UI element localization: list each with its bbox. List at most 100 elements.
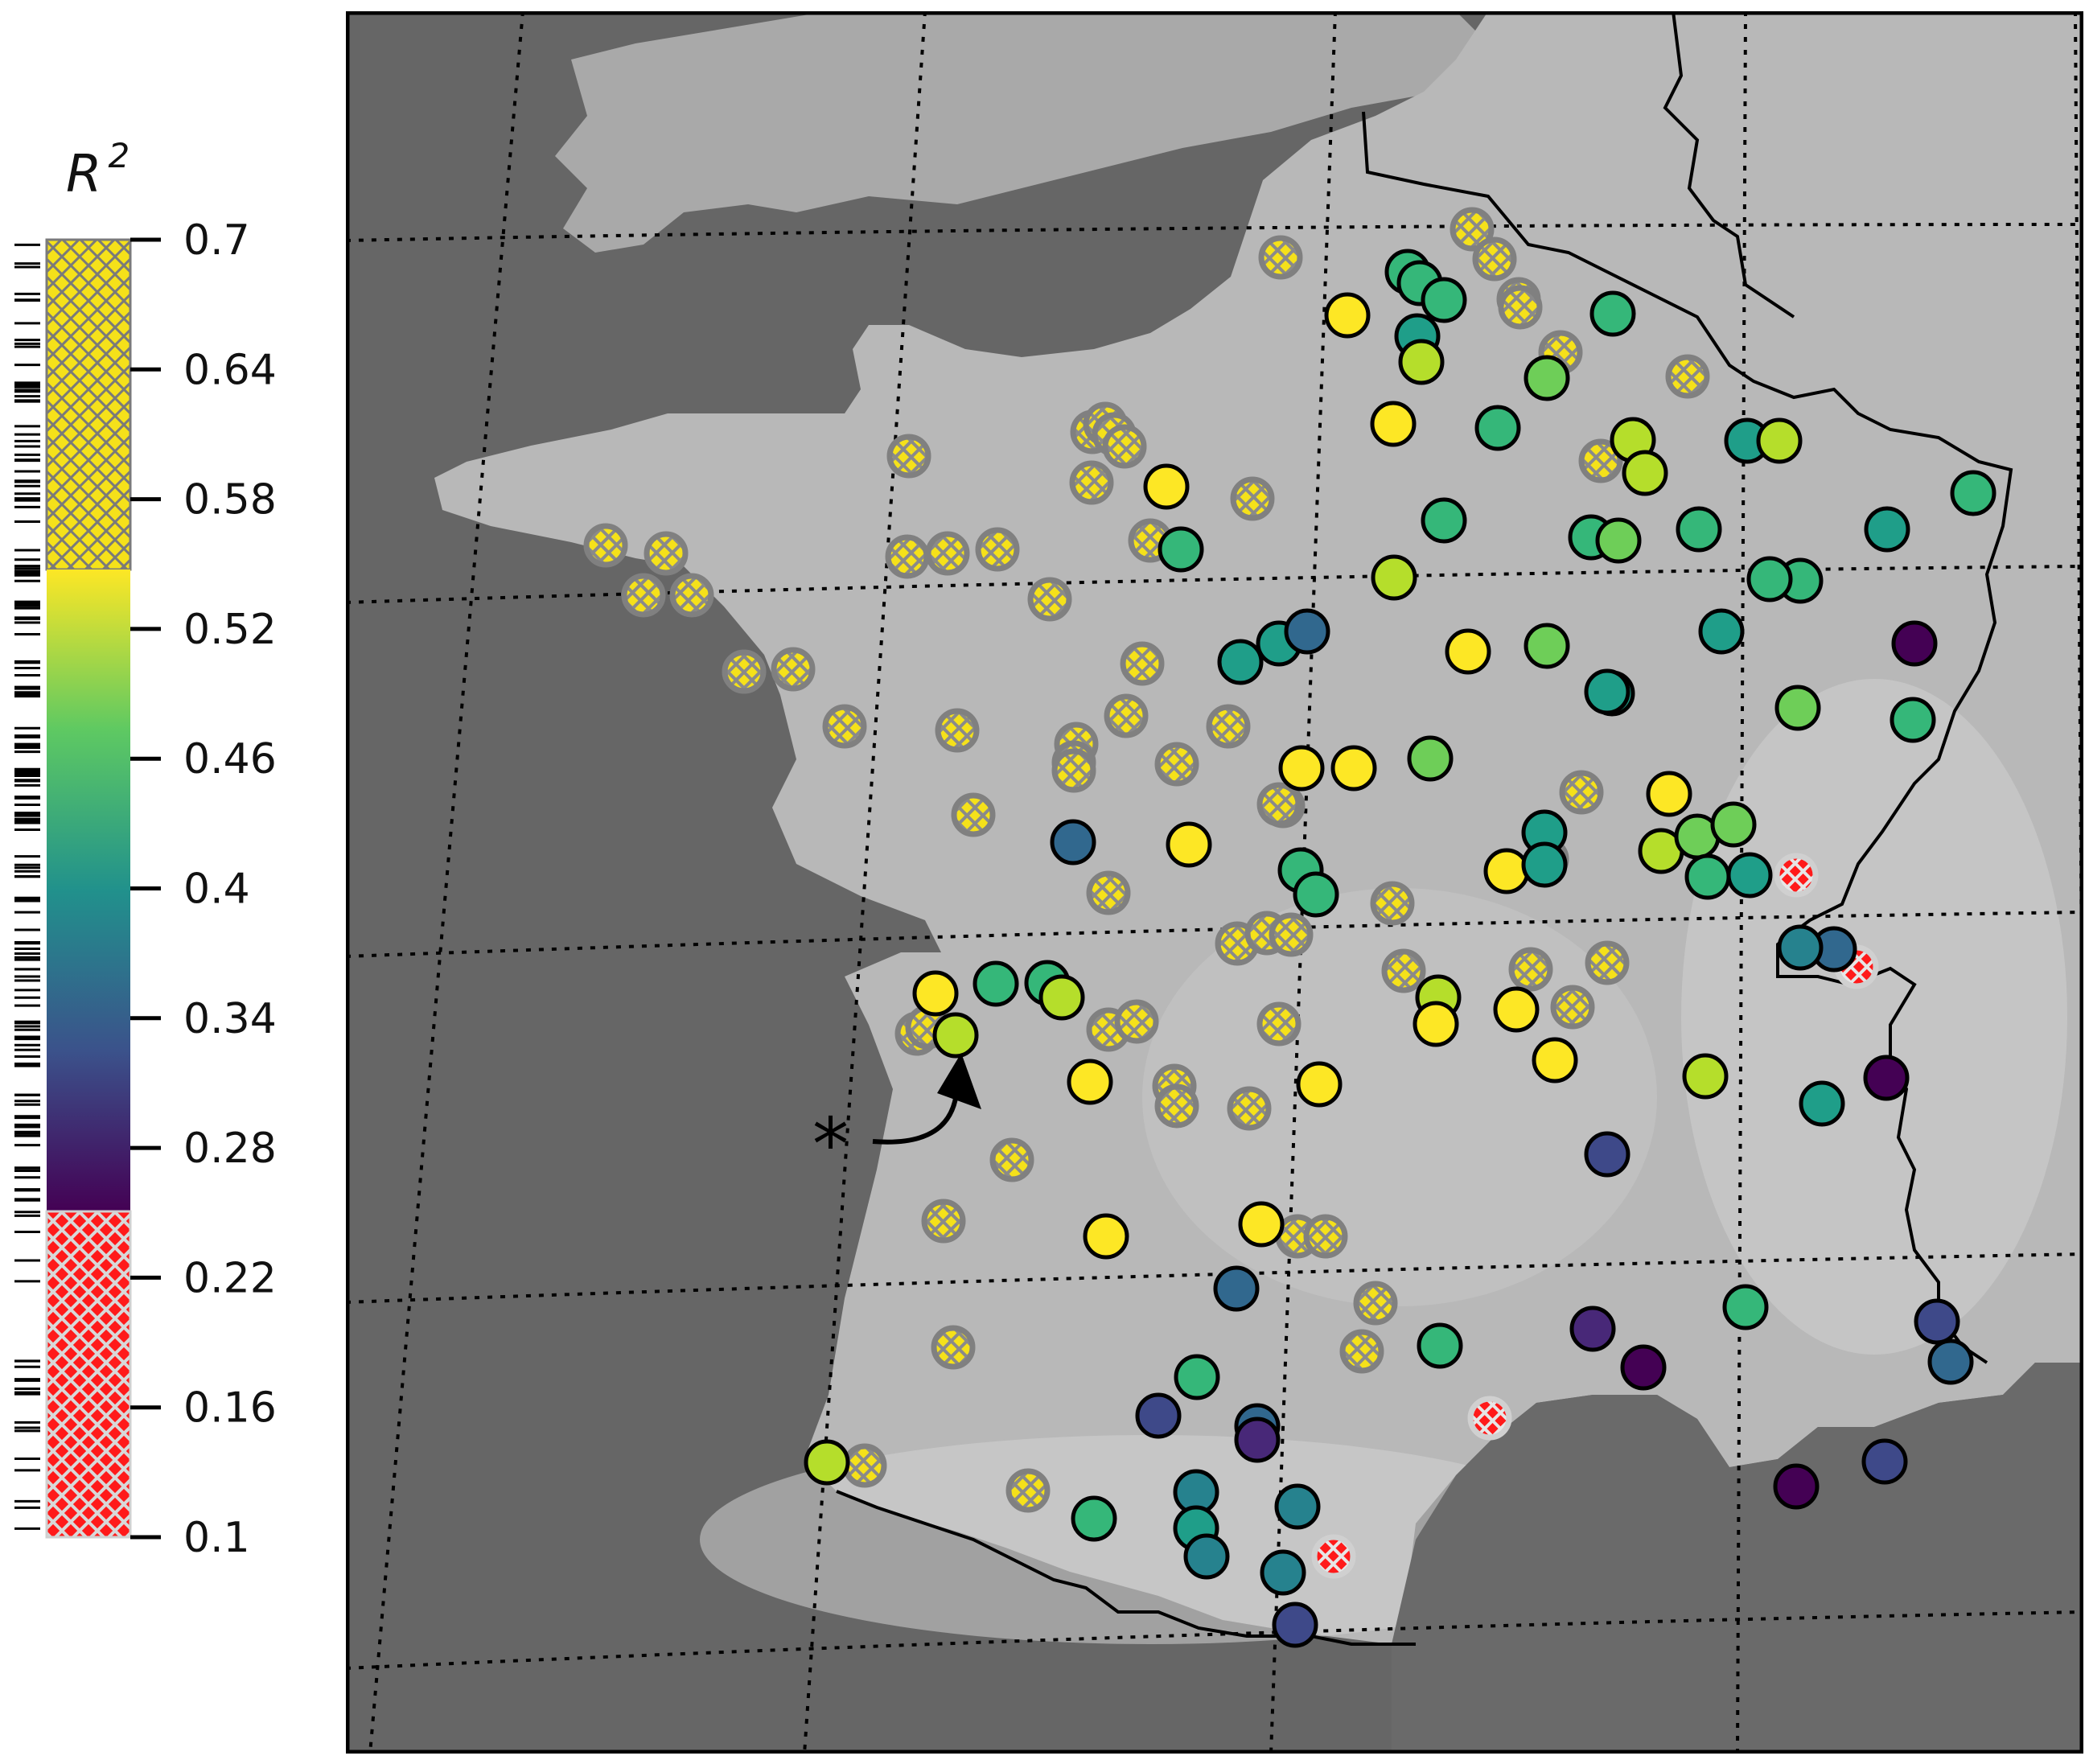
station-marker-high	[1005, 1468, 1051, 1513]
station-marker	[1284, 608, 1330, 655]
station-marker-high	[989, 1137, 1034, 1182]
station-marker	[1756, 417, 1803, 464]
station-marker	[1278, 745, 1325, 792]
station-marker-high	[951, 792, 996, 837]
annotation-arrowhead	[937, 1053, 981, 1109]
colorbar-tick-label: 0.52	[183, 606, 277, 654]
colorbar-tick-label: 0.58	[183, 476, 277, 524]
station-marker-high	[925, 531, 970, 576]
station-marker-high	[1069, 460, 1114, 505]
colorbar-gradient	[47, 569, 130, 1211]
station-marker	[1950, 470, 1996, 516]
station-marker	[1371, 554, 1417, 601]
station-marker	[1777, 924, 1824, 971]
station-marker-high	[1339, 1329, 1384, 1374]
station-marker	[1524, 623, 1570, 669]
station-marker	[1135, 1392, 1182, 1439]
station-marker	[1483, 848, 1530, 894]
station-marker	[1524, 355, 1570, 401]
station-marker-high	[1154, 742, 1199, 787]
station-marker-high	[1559, 770, 1604, 815]
station-marker	[1927, 1338, 1974, 1385]
land-mainland	[434, 11, 2083, 1644]
station-marker-low	[1774, 853, 1819, 898]
colorbar-tick-label: 0.46	[183, 735, 277, 783]
station-marker	[1445, 628, 1491, 675]
station-marker-high	[1051, 748, 1096, 793]
station-marker	[1217, 639, 1264, 685]
station-marker	[1722, 1284, 1769, 1330]
station-marker-high	[1206, 704, 1251, 749]
station-marker-high	[842, 1443, 887, 1488]
station-marker	[1698, 608, 1745, 655]
station-marker-high	[1102, 424, 1147, 469]
station-marker	[1407, 735, 1454, 782]
station-marker	[1417, 1322, 1463, 1369]
station-marker-high	[1114, 999, 1159, 1044]
colorbar-tick-label: 0.16	[183, 1384, 277, 1433]
station-marker	[1398, 339, 1445, 385]
station-marker-high	[1258, 235, 1303, 280]
station-marker-high	[1227, 1086, 1272, 1131]
station-marker-high	[822, 704, 867, 749]
station-marker	[1726, 852, 1773, 898]
station-marker	[1050, 819, 1096, 866]
station-marker	[1646, 771, 1692, 817]
station-marker	[1421, 497, 1467, 544]
station-marker-high	[1269, 912, 1314, 957]
station-marker-high	[1104, 693, 1149, 738]
land-england	[555, 11, 1488, 253]
station-marker	[1324, 292, 1371, 339]
map-frame	[346, 11, 2083, 1754]
station-marker-low	[1467, 1396, 1512, 1441]
station-marker	[1143, 463, 1190, 510]
station-marker	[1421, 277, 1467, 323]
station-marker	[1746, 556, 1793, 602]
station-marker	[1293, 871, 1339, 918]
station-marker	[1166, 821, 1212, 868]
station-marker-high	[931, 1325, 976, 1370]
station-marker	[1067, 1059, 1113, 1105]
station-marker-high	[1450, 207, 1495, 252]
station-marker	[1584, 1131, 1630, 1178]
station-marker-high	[1154, 1083, 1199, 1129]
station-marker-high	[1381, 948, 1426, 993]
station-marker	[1595, 517, 1642, 564]
station-marker	[1493, 986, 1540, 1033]
station-marker	[1682, 1053, 1729, 1100]
station-marker	[1330, 745, 1377, 792]
station-marker	[1158, 526, 1204, 573]
station-marker-high	[1086, 870, 1131, 915]
station-marker	[1861, 1438, 1908, 1485]
station-marker	[1071, 1495, 1117, 1542]
station-marker	[1890, 697, 1936, 743]
station-marker	[1891, 620, 1938, 667]
station-marker-high	[885, 534, 930, 579]
station-marker	[1083, 1213, 1129, 1260]
colorbar-tick-label: 0.34	[183, 995, 277, 1043]
station-marker	[1370, 401, 1417, 447]
station-marker	[1413, 1001, 1459, 1047]
colorbar-tick-label: 0.7	[183, 216, 250, 265]
station-marker-high	[1508, 947, 1553, 992]
colorbar-ticks: 0.7 0.64 0.58 0.52 0.46 0.4 0.34 0.28 0.22 0.16 0.…	[130, 216, 277, 1562]
station-marker-high	[886, 434, 931, 479]
station-marker-high	[1585, 940, 1630, 985]
station-marker	[912, 970, 959, 1017]
station-marker	[1532, 1037, 1578, 1083]
station-marker	[1710, 801, 1757, 848]
station-marker-high	[1027, 577, 1072, 622]
colorbar-rug-ticks	[14, 243, 40, 1530]
station-marker	[1799, 1080, 1845, 1127]
station-marker	[1038, 974, 1085, 1021]
station-marker	[1684, 853, 1731, 900]
station-marker-high	[621, 573, 666, 618]
station-marker-high	[1230, 476, 1275, 521]
colorbar-tick-label: 0.22	[183, 1254, 277, 1302]
station-marker-high	[1578, 438, 1623, 483]
alps-relief	[1681, 679, 2067, 1355]
station-marker-high	[935, 708, 980, 753]
station-marker	[973, 960, 1019, 1007]
station-marker-low	[1311, 1534, 1356, 1579]
station-marker	[1864, 506, 1910, 553]
